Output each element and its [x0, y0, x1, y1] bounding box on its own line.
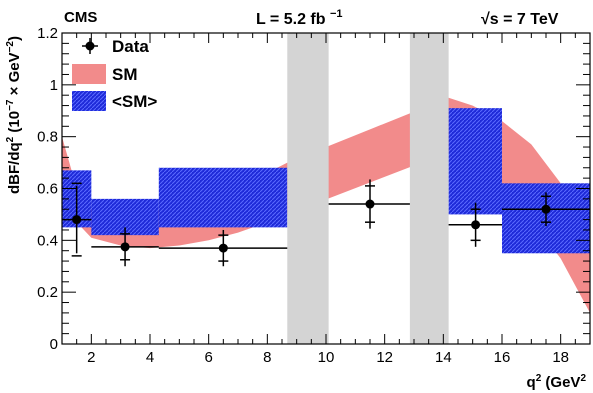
data-point-3 [158, 229, 288, 267]
data-point-marker [471, 220, 481, 230]
legend-entry-sm: SM [72, 64, 138, 84]
x-tick-label: 12 [376, 349, 393, 366]
luminosity-text: L = 5.2 fb [256, 11, 326, 28]
x-tick-label: 10 [318, 349, 335, 366]
legend: Data SM <SM> [72, 37, 157, 111]
y-axis-title-sup2: −7 [5, 99, 16, 111]
y-axis-title-times: × GeV [6, 52, 23, 99]
x-tick-label: 2 [87, 349, 95, 366]
x-axis-title-unit: (GeV [541, 374, 580, 391]
sm-average-box-4 [448, 108, 502, 215]
data-point-2 [91, 227, 159, 267]
sm-average-box-3 [158, 167, 288, 228]
y-axis-title-main: dBF/dq [6, 142, 23, 194]
x-axis-title-main: q [527, 374, 536, 391]
y-tick-label: 0.4 [37, 232, 58, 249]
energy-text: s = 7 TeV [490, 11, 559, 28]
data-point-marker [541, 204, 551, 214]
y-axis-title-close: ) [6, 36, 23, 41]
x-tick-label: 18 [552, 349, 569, 366]
x-tick-label: 8 [263, 349, 271, 366]
data-point-6 [502, 192, 590, 227]
y-tick-label: 0.8 [37, 129, 58, 146]
data-point-marker [365, 199, 375, 209]
data-point-marker [218, 243, 228, 253]
data-points [62, 179, 590, 267]
y-axis-title: dBF/dq2 (10−7 × GeV−2) [5, 36, 23, 194]
legend-label: Data [112, 37, 149, 56]
legend-label: SM [112, 65, 138, 84]
y-tick-label: 0.2 [37, 284, 58, 301]
axes: 2 4 6 8 10 12 14 16 18 0 0.2 0.4 0.6 0.8 1 1.2 [37, 25, 591, 366]
legend-band-swatch [72, 64, 106, 84]
y-tick-label: 1.2 [37, 25, 58, 42]
legend-box-swatch [72, 91, 106, 111]
x-axis-title-sup: 2 [536, 373, 542, 384]
data-point-marker [120, 242, 130, 252]
y-axis-title-sup3: −2 [5, 41, 16, 53]
data-point-marker [72, 215, 82, 225]
y-tick-label: 0 [50, 336, 58, 353]
legend-entry-data: Data [82, 37, 149, 56]
vetoed-regions [287, 33, 449, 344]
vetoed-region-2 [409, 33, 449, 344]
x-axis-title-unit-sup: 2 [580, 373, 586, 384]
data-point-4 [328, 179, 410, 229]
vetoed-region-1 [287, 33, 329, 344]
x-tick-label: 6 [204, 349, 212, 366]
x-tick-label: 16 [494, 349, 511, 366]
legend-label: <SM> [112, 92, 157, 111]
x-axis-title: q2 (GeV2 [527, 373, 587, 391]
legend-entry-sm: <SM> [72, 91, 157, 111]
y-tick-label: 0.6 [37, 181, 58, 198]
y-axis-title-unit: (10 [6, 111, 23, 137]
experiment-label: CMS [64, 9, 97, 26]
y-tick-label: 1 [50, 77, 58, 94]
legend-marker-dot [85, 41, 95, 51]
energy-label: √s = 7 TeV [481, 11, 559, 28]
energy-sqrt: √ [481, 11, 490, 28]
luminosity-exponent: −1 [330, 8, 343, 20]
y-axis-title-sup1: 2 [5, 136, 16, 142]
x-tick-label: 4 [146, 349, 154, 366]
x-tick-label: 14 [435, 349, 452, 366]
data-point-5 [448, 202, 502, 247]
luminosity-label: L = 5.2 fb −1 [256, 8, 343, 28]
